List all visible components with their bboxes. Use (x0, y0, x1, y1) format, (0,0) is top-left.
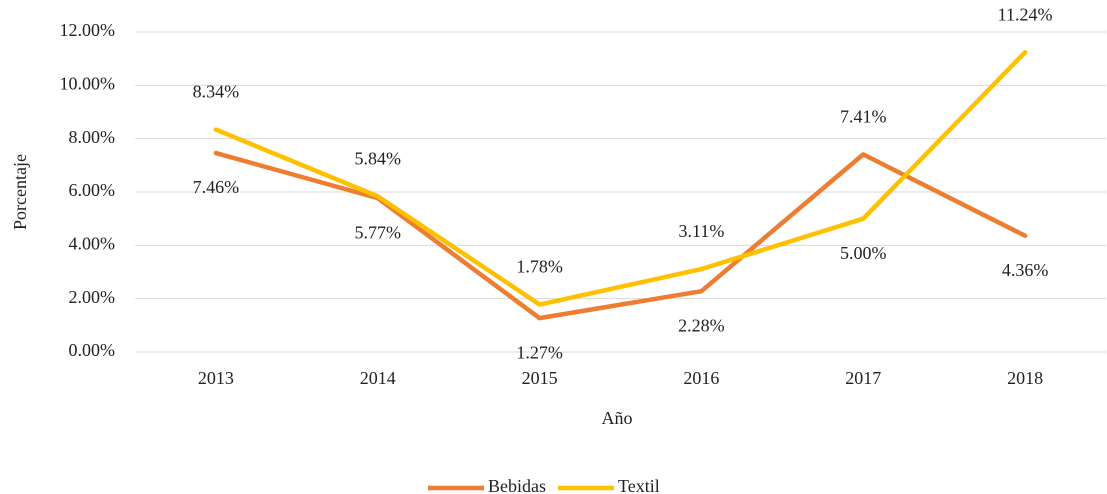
data-label: 4.36% (1002, 260, 1049, 280)
y-axis-title: Porcentaje (10, 154, 30, 230)
data-label: 7.46% (193, 177, 240, 197)
data-label: 1.78% (516, 257, 563, 277)
data-label: 1.27% (516, 342, 563, 362)
y-tick-label: 12.00% (60, 20, 116, 40)
data-label: 5.77% (355, 222, 402, 242)
data-label: 7.41% (840, 107, 887, 127)
y-tick-label: 0.00% (69, 340, 116, 360)
data-label: 2.28% (678, 315, 725, 335)
x-tick-label: 2016 (683, 368, 719, 388)
y-tick-label: 4.00% (69, 233, 116, 253)
y-tick-label: 8.00% (69, 127, 116, 147)
y-tick-label: 10.00% (60, 73, 116, 93)
data-label: 5.00% (840, 243, 887, 263)
line-series (213, 50, 1028, 307)
y-tick-label: 2.00% (69, 287, 116, 307)
x-tick-label: 2013 (198, 368, 234, 388)
data-label: 3.11% (679, 221, 725, 241)
legend-label: Bebidas (488, 476, 546, 494)
line-series (213, 150, 1028, 321)
y-tick-label: 6.00% (69, 180, 116, 200)
legend-label: Textil (618, 476, 660, 494)
data-label: 8.34% (193, 82, 240, 102)
x-tick-label: 2018 (1007, 368, 1043, 388)
x-tick-label: 2017 (845, 368, 881, 388)
data-label: 11.24% (998, 4, 1053, 24)
x-axis-title: Año (602, 408, 633, 428)
data-label: 5.84% (355, 148, 402, 168)
x-tick-label: 2014 (360, 368, 396, 388)
x-tick-label: 2015 (522, 368, 558, 388)
